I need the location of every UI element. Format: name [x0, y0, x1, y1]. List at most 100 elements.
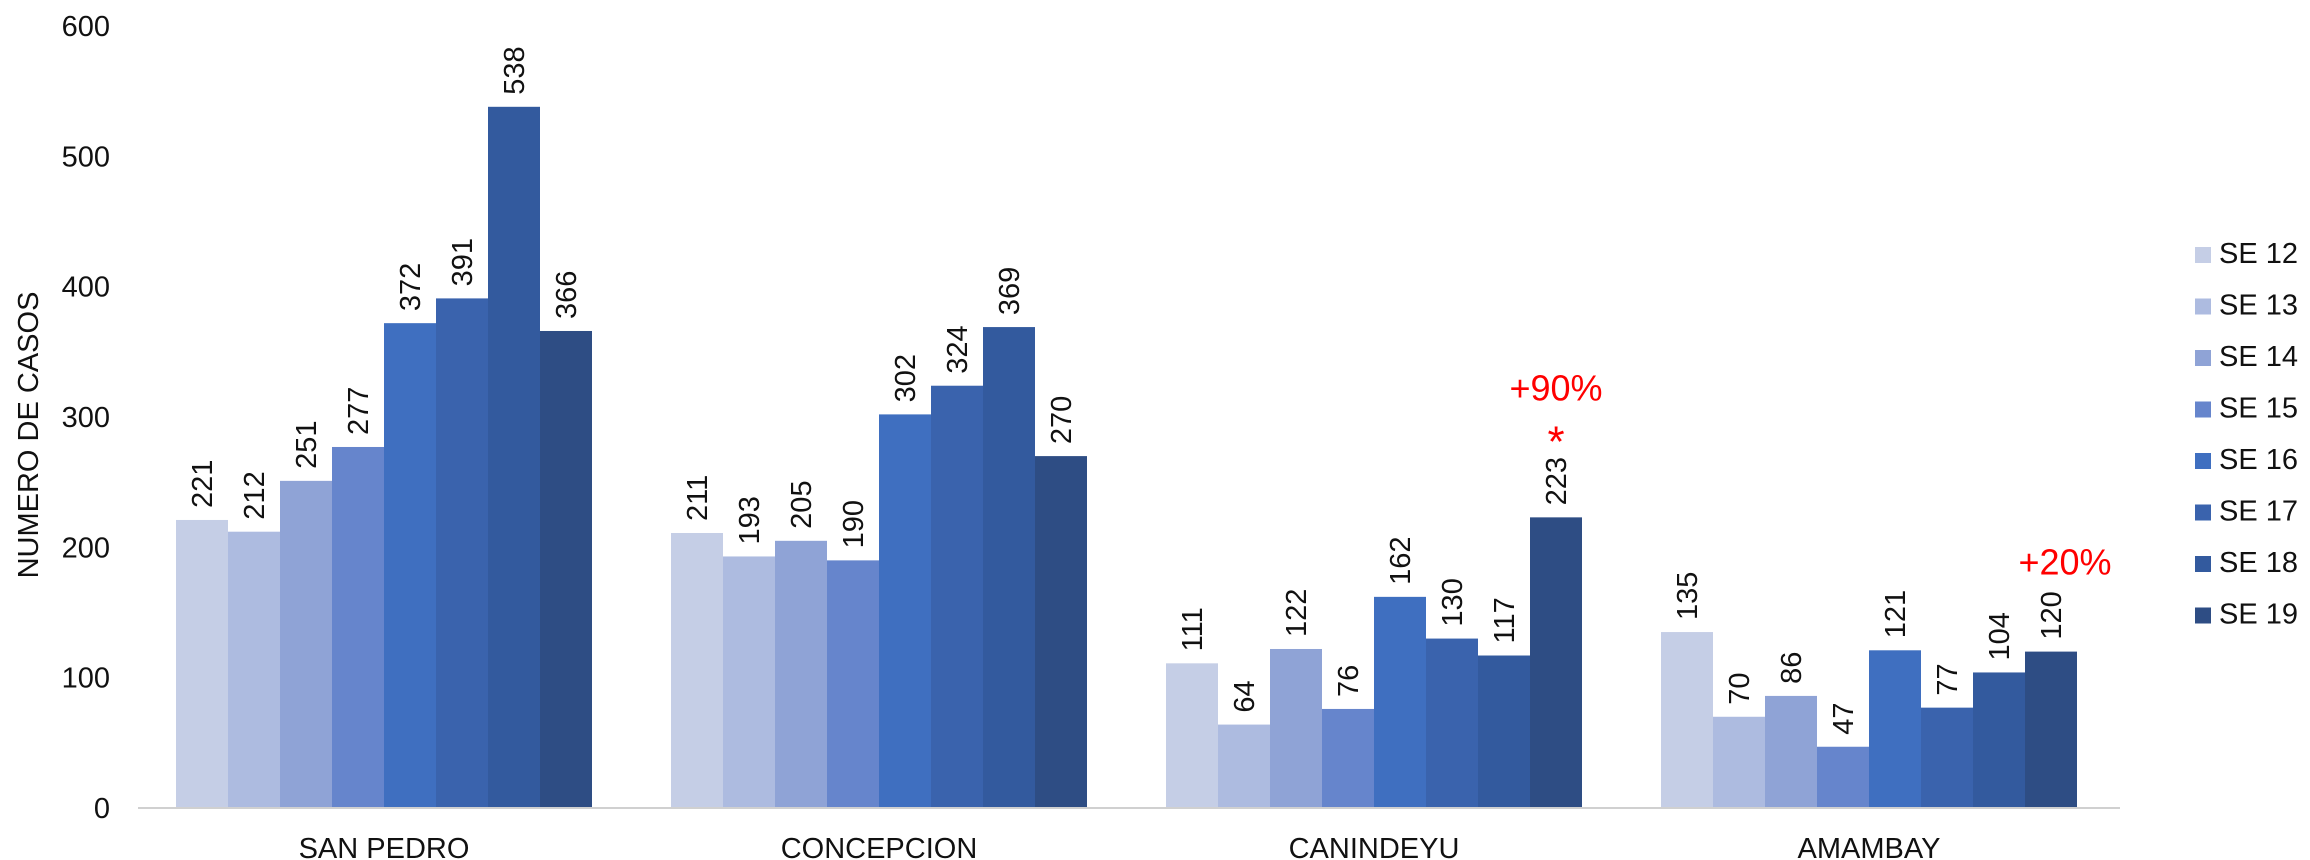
bars-group	[176, 106, 2077, 809]
y-tick-label-600: 600	[62, 11, 110, 43]
bar-concepcion-se-17	[931, 385, 983, 808]
data-label-concepcion-se-13: 193	[734, 496, 766, 544]
y-axis-label: NUMERO DE CASOS	[13, 292, 45, 579]
bar-canindeyu-se-19	[1530, 517, 1582, 808]
bar-amambay-se-16	[1869, 650, 1921, 808]
data-label-san-pedro-se-18: 538	[499, 46, 531, 94]
data-label-canindeyu-se-19: 223	[1541, 457, 1573, 505]
bar-san-pedro-se-19	[540, 330, 592, 808]
bar-san-pedro-se-12	[176, 519, 228, 808]
legend-swatch-se-16	[2195, 453, 2211, 469]
annotations-group: * +90% +20%	[1509, 367, 2111, 582]
data-label-san-pedro-se-19: 366	[551, 271, 583, 319]
data-label-san-pedro-se-13: 212	[239, 471, 271, 519]
data-label-canindeyu-se-17: 130	[1437, 578, 1469, 626]
bar-san-pedro-se-15	[332, 446, 384, 808]
annotation-marker-canindeyu: *	[1547, 417, 1564, 466]
bar-concepcion-se-13	[723, 556, 775, 808]
legend-label-se-17: SE 17	[2219, 496, 2298, 528]
category-label-concepcion: CONCEPCION	[781, 833, 978, 860]
bar-amambay-se-13	[1713, 716, 1765, 808]
legend-swatch-se-13	[2195, 298, 2211, 315]
y-tick-label-0: 0	[94, 793, 110, 825]
bar-san-pedro-se-17	[436, 298, 488, 808]
data-label-canindeyu-se-16: 162	[1385, 536, 1417, 584]
bar-canindeyu-se-18	[1478, 655, 1530, 808]
legend-swatch-se-14	[2195, 350, 2211, 366]
data-label-san-pedro-se-15: 277	[343, 387, 375, 435]
legend-swatch-se-17	[2195, 504, 2211, 521]
y-tick-label-300: 300	[62, 402, 110, 434]
legend-label-se-16: SE 16	[2219, 444, 2298, 476]
bar-amambay-se-17	[1921, 707, 1973, 808]
data-label-amambay-se-13: 70	[1724, 673, 1756, 705]
bar-amambay-se-14	[1765, 695, 1817, 808]
bar-concepcion-se-15	[827, 560, 879, 808]
data-label-concepcion-se-16: 302	[890, 354, 922, 402]
legend-swatch-se-12	[2195, 247, 2211, 263]
bar-concepcion-se-14	[775, 540, 827, 808]
bar-amambay-se-12	[1661, 632, 1713, 808]
bar-amambay-se-15	[1817, 746, 1869, 808]
bar-canindeyu-se-12	[1166, 663, 1218, 808]
data-label-concepcion-se-15: 190	[838, 500, 870, 548]
data-label-amambay-se-16: 121	[1880, 590, 1912, 638]
bar-san-pedro-se-16	[384, 323, 436, 808]
data-label-canindeyu-se-18: 117	[1489, 597, 1521, 643]
data-label-amambay-se-14: 86	[1776, 652, 1808, 684]
bar-canindeyu-se-15	[1322, 708, 1374, 808]
y-axis: 0 100 200 300 400 500 600	[62, 11, 110, 825]
data-label-canindeyu-se-12: 111	[1177, 607, 1209, 651]
bar-canindeyu-se-13	[1218, 724, 1270, 808]
bar-san-pedro-se-18	[488, 106, 540, 809]
bar-amambay-se-19	[2025, 651, 2077, 808]
data-label-concepcion-se-12: 211	[682, 475, 714, 521]
category-label-amambay: AMAMBAY	[1798, 833, 1941, 860]
legend-label-se-12: SE 12	[2219, 238, 2298, 270]
data-label-concepcion-se-14: 205	[786, 480, 818, 528]
category-labels-group: SAN PEDRO CONCEPCION CANINDEYU AMAMBAY	[299, 833, 1941, 860]
data-label-san-pedro-se-14: 251	[291, 420, 323, 468]
data-label-amambay-se-15: 47	[1828, 702, 1860, 734]
data-label-amambay-se-19: 120	[2036, 591, 2068, 639]
bar-amambay-se-18	[1973, 672, 2025, 808]
data-label-amambay-se-12: 135	[1672, 572, 1704, 620]
bar-san-pedro-se-14	[280, 480, 332, 808]
bar-concepcion-se-12	[671, 532, 723, 808]
data-label-concepcion-se-19: 270	[1046, 396, 1078, 444]
data-label-canindeyu-se-13: 64	[1229, 680, 1261, 712]
bar-canindeyu-se-16	[1374, 596, 1426, 808]
legend-swatch-se-18	[2195, 556, 2211, 572]
data-label-san-pedro-se-16: 372	[395, 263, 427, 311]
data-label-san-pedro-se-12: 221	[187, 460, 219, 508]
data-label-amambay-se-17: 77	[1932, 663, 1964, 695]
y-tick-label-500: 500	[62, 141, 110, 173]
y-tick-label-200: 200	[62, 532, 110, 564]
legend-label-se-15: SE 15	[2219, 393, 2298, 425]
bar-san-pedro-se-13	[228, 531, 280, 808]
annotation-text-canindeyu: +90%	[1509, 367, 1602, 408]
data-label-canindeyu-se-14: 122	[1281, 589, 1313, 637]
legend-swatch-se-15	[2195, 401, 2211, 418]
legend-label-se-14: SE 14	[2219, 341, 2298, 373]
legend: SE 12 SE 13 SE 14 SE 15 SE 16 SE 17 SE 18 SE 19	[2195, 238, 2298, 631]
data-label-san-pedro-se-17: 391	[447, 238, 479, 286]
legend-swatch-se-19	[2195, 607, 2211, 624]
bar-concepcion-se-16	[879, 414, 931, 808]
data-label-amambay-se-18: 104	[1984, 612, 2016, 660]
data-label-canindeyu-se-15: 76	[1333, 665, 1365, 697]
bar-concepcion-se-18	[983, 327, 1035, 808]
data-label-concepcion-se-18: 369	[994, 267, 1026, 315]
bar-canindeyu-se-17	[1426, 638, 1478, 808]
data-labels-group: 221 212 251 277 372 391 538 366 211 193 205 190 302 3…	[187, 46, 2068, 734]
legend-label-se-18: SE 18	[2219, 547, 2298, 579]
category-label-san-pedro: SAN PEDRO	[299, 833, 470, 860]
data-label-concepcion-se-17: 324	[942, 325, 974, 373]
bar-concepcion-se-19	[1035, 456, 1087, 808]
category-label-canindeyu: CANINDEYU	[1289, 833, 1460, 860]
y-tick-label-400: 400	[62, 272, 110, 304]
legend-label-se-13: SE 13	[2219, 290, 2298, 322]
y-tick-label-100: 100	[62, 663, 110, 695]
bar-canindeyu-se-14	[1270, 648, 1322, 808]
legend-label-se-19: SE 19	[2219, 599, 2298, 631]
